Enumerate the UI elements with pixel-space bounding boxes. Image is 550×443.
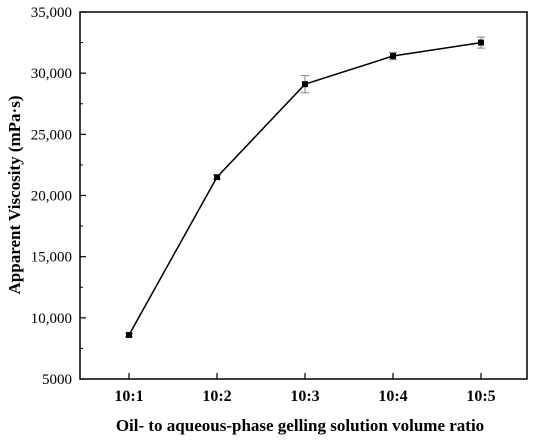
x-axis-ticks: 10:1 10:2 10:3 10:4 10:5 (114, 373, 496, 405)
y-tick-label: 15,000 (31, 250, 72, 266)
x-tick-label: 10:5 (466, 388, 495, 405)
x-tick-label: 10:1 (114, 388, 143, 405)
data-markers (126, 39, 484, 338)
data-point (214, 174, 220, 181)
x-axis-title: Oil- to aqueous-phase gelling solution v… (116, 416, 484, 435)
y-tick-label: 25,000 (31, 127, 72, 143)
y-tick-label: 30,000 (31, 66, 72, 82)
y-tick-label: 10,000 (31, 311, 72, 327)
x-tick-label: 10:3 (290, 388, 319, 405)
plot-frame (79, 11, 528, 380)
x-tick-label: 10:2 (202, 388, 231, 405)
y-tick-label: 5000 (42, 372, 72, 388)
data-point (302, 81, 308, 88)
y-axis-ticks: 5000 10,000 15,000 20,000 25,000 30,000 35,000 (31, 5, 86, 388)
data-point (126, 331, 132, 338)
y-tick-label: 20,000 (31, 189, 72, 205)
y-tick-label: 35,000 (31, 5, 72, 21)
data-point (390, 53, 396, 60)
data-point (478, 39, 484, 46)
y-axis-title: Apparent Viscosity (mPa·s) (5, 96, 24, 295)
x-tick-label: 10:4 (378, 388, 407, 405)
